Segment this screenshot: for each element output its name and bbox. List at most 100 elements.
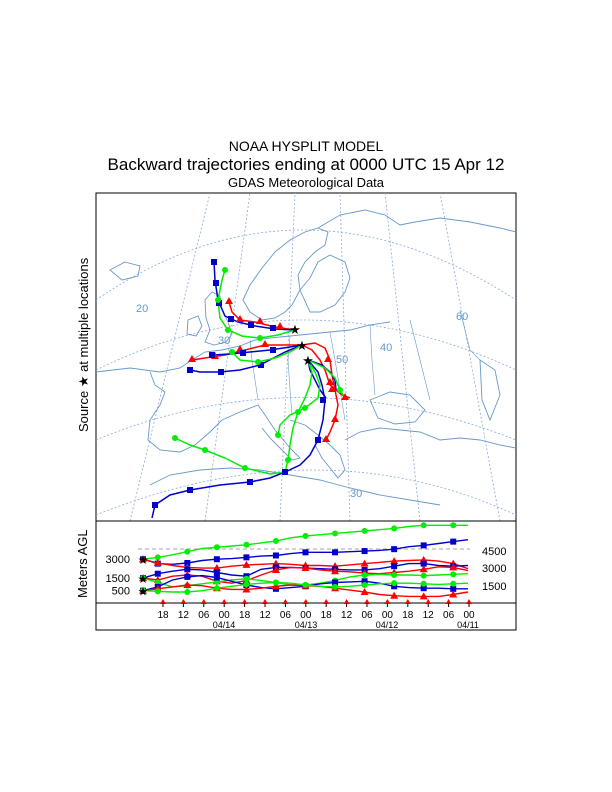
ground-marker-1 <box>180 599 187 604</box>
height-marker-8-7 <box>243 581 250 588</box>
x-tick-label-9: 12 <box>341 610 353 621</box>
coast-arctic <box>317 209 516 233</box>
coast-iceland <box>109 261 141 281</box>
source-stars: ★ ★ ★ <box>289 322 314 368</box>
data-source-title: GDAS Meteorological Data <box>227 175 385 190</box>
map-panel: 20 30 40 50 60 30 <box>95 192 517 522</box>
x-tick-label-10: 06 <box>361 610 373 621</box>
graticule-lat-d <box>96 469 516 516</box>
height-marker-8-15 <box>361 582 368 589</box>
height-marker-7-7 <box>242 585 251 593</box>
height-marker-8-5 <box>213 585 220 592</box>
coast-finland <box>299 254 351 313</box>
y-left-labels: 500 ★ 1500 ★ 3000 ★ <box>106 553 149 598</box>
height-marker-3-17 <box>391 563 398 570</box>
height-marker-7-19 <box>419 592 428 600</box>
coast-ireland <box>186 315 203 337</box>
ground-marker-5 <box>262 599 268 604</box>
graticule-lat-a <box>96 229 516 301</box>
grid-label-30-lon: 30 <box>350 488 362 500</box>
height-marker-0-11 <box>302 532 309 539</box>
traj-green-5 <box>307 359 346 399</box>
height-marker-0-21 <box>450 522 457 529</box>
height-marker-8-3 <box>184 588 191 595</box>
y-tick-right-0: 4500 <box>482 546 506 558</box>
x-tick-label-12: 18 <box>402 610 414 621</box>
x-date-labels: 04/14 04/13 04/12 04/11 <box>213 620 479 630</box>
ground-marker-8 <box>323 599 330 604</box>
graticule-lon-f <box>439 193 501 521</box>
traj-markers-green <box>172 267 343 471</box>
height-marker-8-9 <box>272 579 279 586</box>
grid-label-40: 40 <box>380 342 392 354</box>
y-tick-star-1: ★ <box>138 572 149 586</box>
height-marker-2-7 <box>242 560 251 568</box>
graticule-lat-c <box>96 397 516 441</box>
x-hour-labels: 18 12 06 00 18 12 06 00 18 12 06 00 18 12 06 00 <box>157 603 475 621</box>
height-marker-0-3 <box>184 548 191 555</box>
x-tick-label-13: 12 <box>423 610 435 621</box>
graticule-lon-c <box>279 193 296 521</box>
height-marker-3-19 <box>420 560 427 567</box>
traj-blue-2 <box>211 344 303 356</box>
traj-red-4 <box>301 344 351 399</box>
height-marker-1-15 <box>361 548 368 555</box>
height-marker-6-3 <box>184 573 191 580</box>
height-marker-2-1 <box>153 559 162 567</box>
source-star-3: ★ <box>302 353 314 368</box>
height-marker-1-7 <box>243 554 250 561</box>
height-marker-1-21 <box>450 538 457 545</box>
traj-blue-5 <box>307 359 327 399</box>
height-marker-8-19 <box>420 580 427 587</box>
height-marker-1-13 <box>332 549 339 556</box>
traj-green-3 <box>277 359 321 436</box>
height-marker-6-17 <box>391 583 398 590</box>
map-coastlines <box>96 209 516 506</box>
height-marker-4-11 <box>301 564 310 572</box>
traj-blue-4 <box>151 359 326 519</box>
y-tick-star-2: ★ <box>138 553 149 567</box>
ground-marker-9 <box>343 599 350 604</box>
grid-label-60: 60 <box>456 311 468 323</box>
height-marker-2-15 <box>360 559 369 567</box>
model-title: NOAA HYSPLIT MODEL <box>228 138 384 154</box>
coast-north-europe <box>96 321 391 373</box>
coast-caspian <box>479 359 501 422</box>
height-marker-7-21 <box>449 590 458 598</box>
graticule-lon-d <box>339 193 351 521</box>
x-tick-label-0: 18 <box>157 610 169 621</box>
x-tick-label-3: 00 <box>219 610 231 621</box>
height-marker-2-17 <box>390 557 399 565</box>
ground-marker-15 <box>466 599 472 604</box>
coast-iberia <box>147 371 223 453</box>
height-marker-5-17 <box>391 571 398 578</box>
height-marker-3-5 <box>213 569 220 576</box>
traj-markers-blue <box>152 259 326 508</box>
coast-north-africa <box>149 467 441 506</box>
height-marker-7-3 <box>183 581 192 589</box>
coast-balkans <box>289 419 346 479</box>
ground-marker-12 <box>404 599 411 604</box>
x-tick-label-4: 18 <box>239 610 251 621</box>
y-axis-label: Meters AGL <box>75 529 90 598</box>
x-tick-label-7: 00 <box>300 610 312 621</box>
height-marker-1-11 <box>302 549 309 556</box>
height-marker-5-0 <box>140 575 146 582</box>
height-marker-4-19 <box>419 565 428 573</box>
height-marker-4-9 <box>271 565 280 573</box>
height-marker-5-21 <box>450 571 457 578</box>
ground-marker-10 <box>364 599 370 604</box>
x-date-label-0: 04/14 <box>213 620 236 630</box>
graticule-lon-b <box>204 193 251 521</box>
height-marker-6-19 <box>420 585 427 592</box>
ground-marker-7 <box>302 599 309 604</box>
y-tick-left-0: 500 <box>112 586 130 598</box>
height-marker-5-7 <box>243 575 250 582</box>
y-tick-left-2: 3000 <box>106 554 130 566</box>
height-marker-0-9 <box>272 537 279 544</box>
graticule-lon-e <box>384 193 421 521</box>
height-marker-8-11 <box>302 582 309 589</box>
height-panel: 500 ★ 1500 ★ 3000 ★ 4500 3000 1500 18 12 06 00 18 12… <box>95 520 517 631</box>
height-marker-1-5 <box>213 556 220 563</box>
